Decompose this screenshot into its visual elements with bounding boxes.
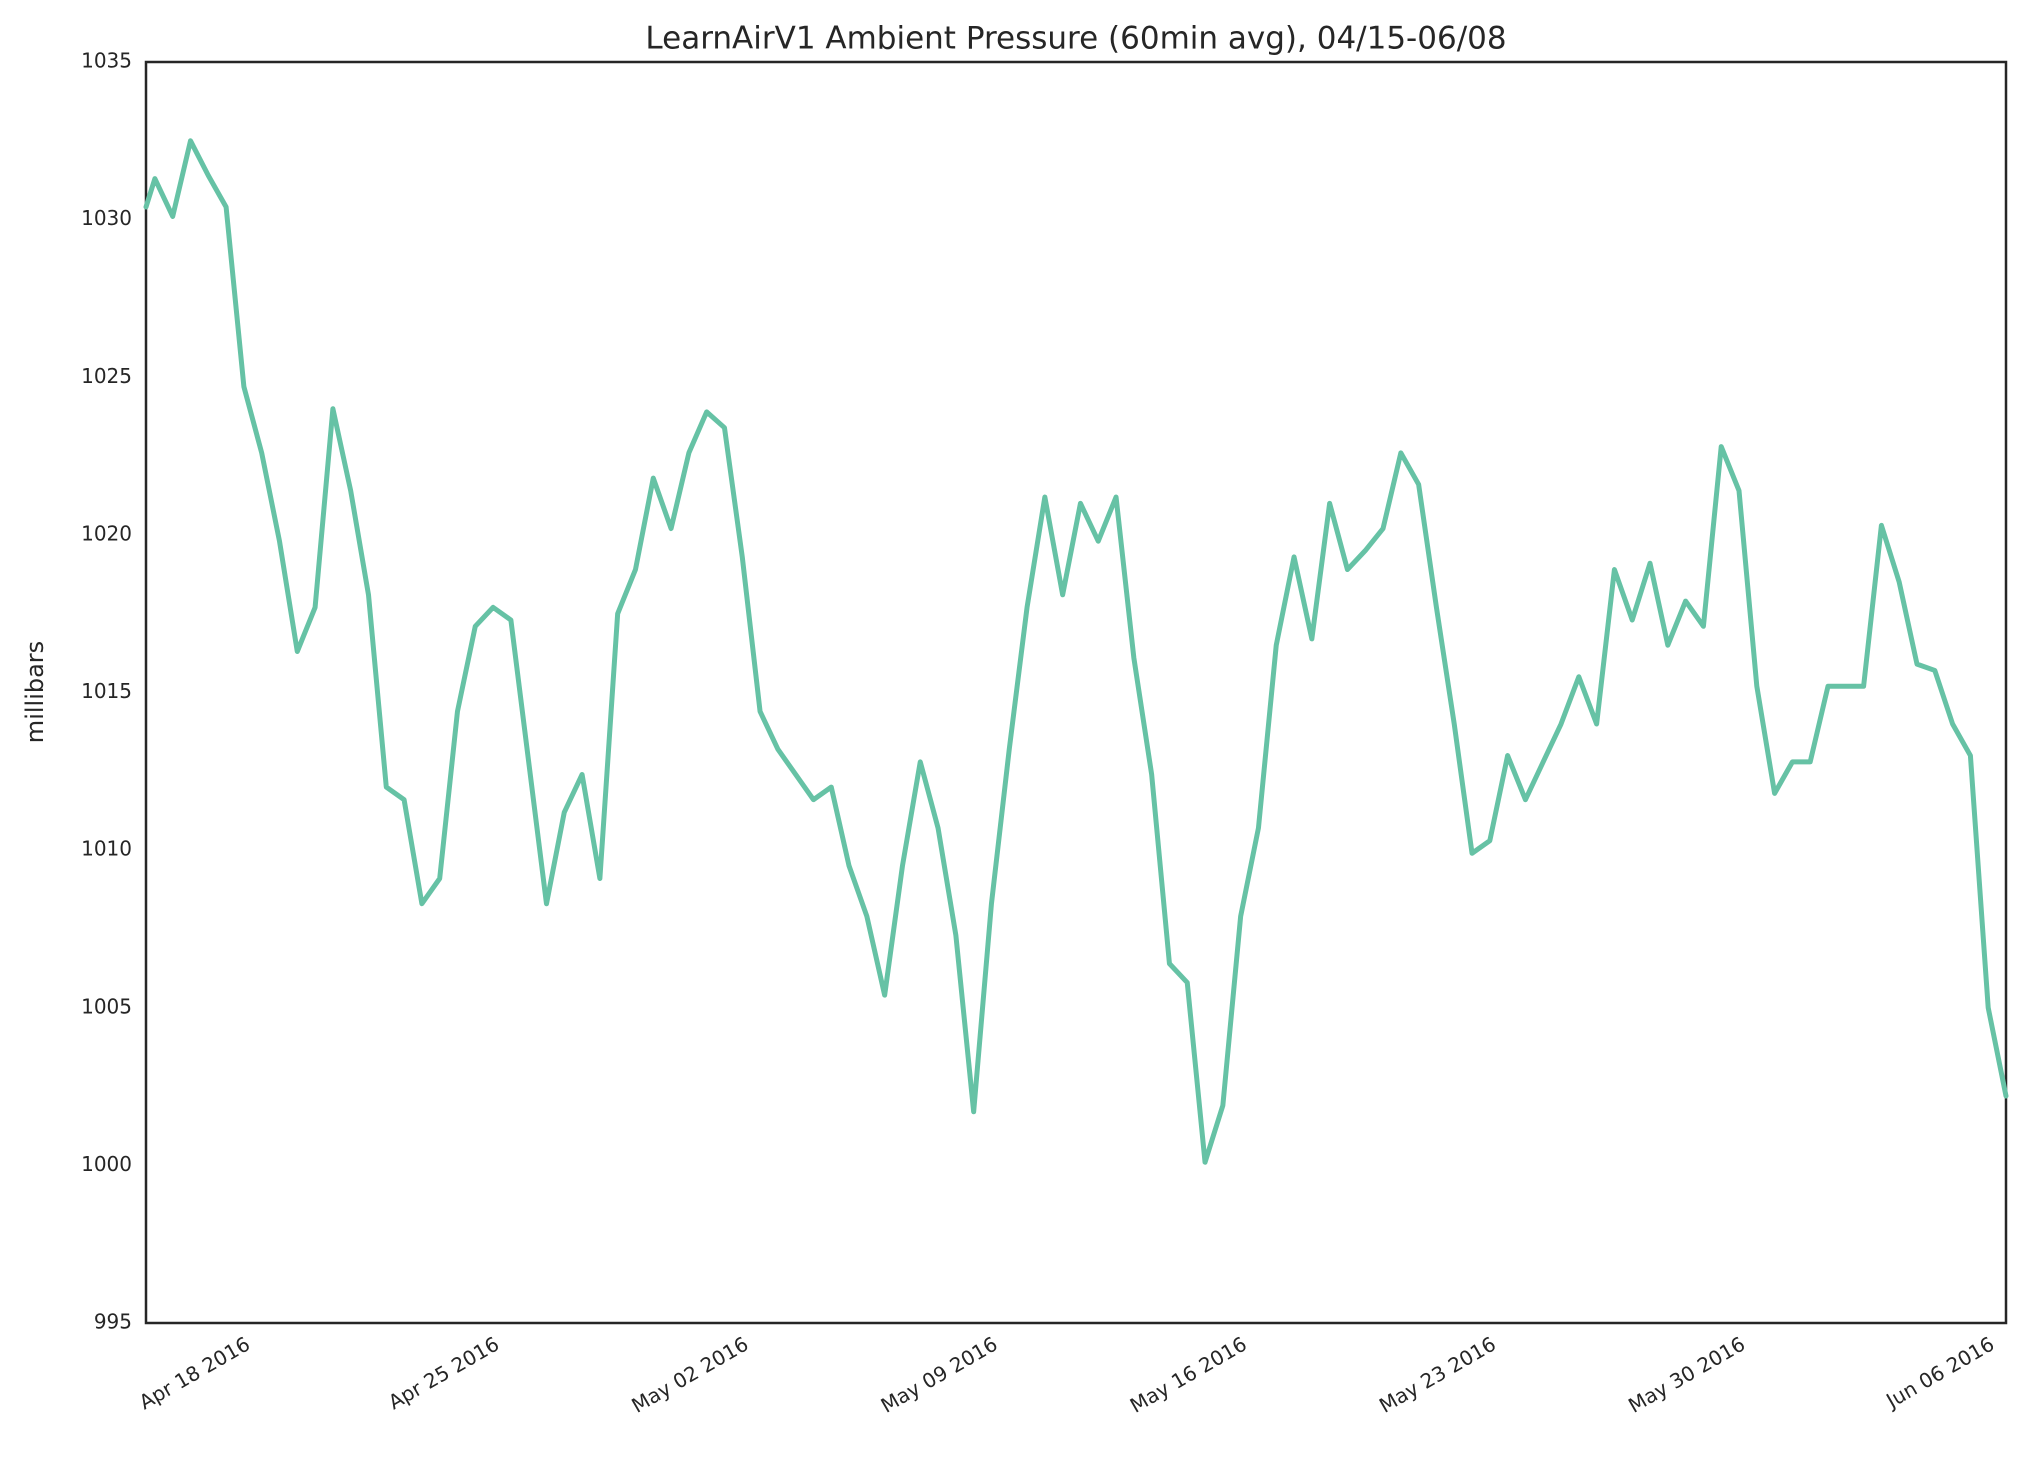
chart-title: LearnAirV1 Ambient Pressure (60min avg),… <box>645 21 1506 57</box>
x-tick-label: Apr 18 2016 <box>135 1332 254 1415</box>
y-tick-label: 1030 <box>81 206 132 230</box>
x-tick-label: Jun 06 2016 <box>1880 1332 1998 1414</box>
y-tick-label: 1035 <box>81 49 132 73</box>
y-axis-label: millibars <box>21 641 49 743</box>
y-tick-label: 1020 <box>81 521 132 545</box>
y-tick-label: 1010 <box>81 837 132 861</box>
y-tick-label: 995 <box>94 1310 132 1334</box>
y-tick-label: 1005 <box>81 994 132 1018</box>
y-tick-label: 1000 <box>81 1152 132 1176</box>
x-tick-label: Apr 25 2016 <box>384 1332 503 1415</box>
x-tick-label: May 02 2016 <box>627 1332 752 1418</box>
x-tick-label: May 09 2016 <box>877 1332 1002 1418</box>
y-tick-label: 1025 <box>81 364 132 388</box>
x-tick-label: May 30 2016 <box>1624 1332 1749 1418</box>
x-tick-label: May 16 2016 <box>1126 1332 1251 1418</box>
y-tick-label: 1015 <box>81 679 132 703</box>
x-tick-label: May 23 2016 <box>1375 1332 1500 1418</box>
plot-frame <box>144 60 2008 1325</box>
data-line <box>143 138 2009 1165</box>
